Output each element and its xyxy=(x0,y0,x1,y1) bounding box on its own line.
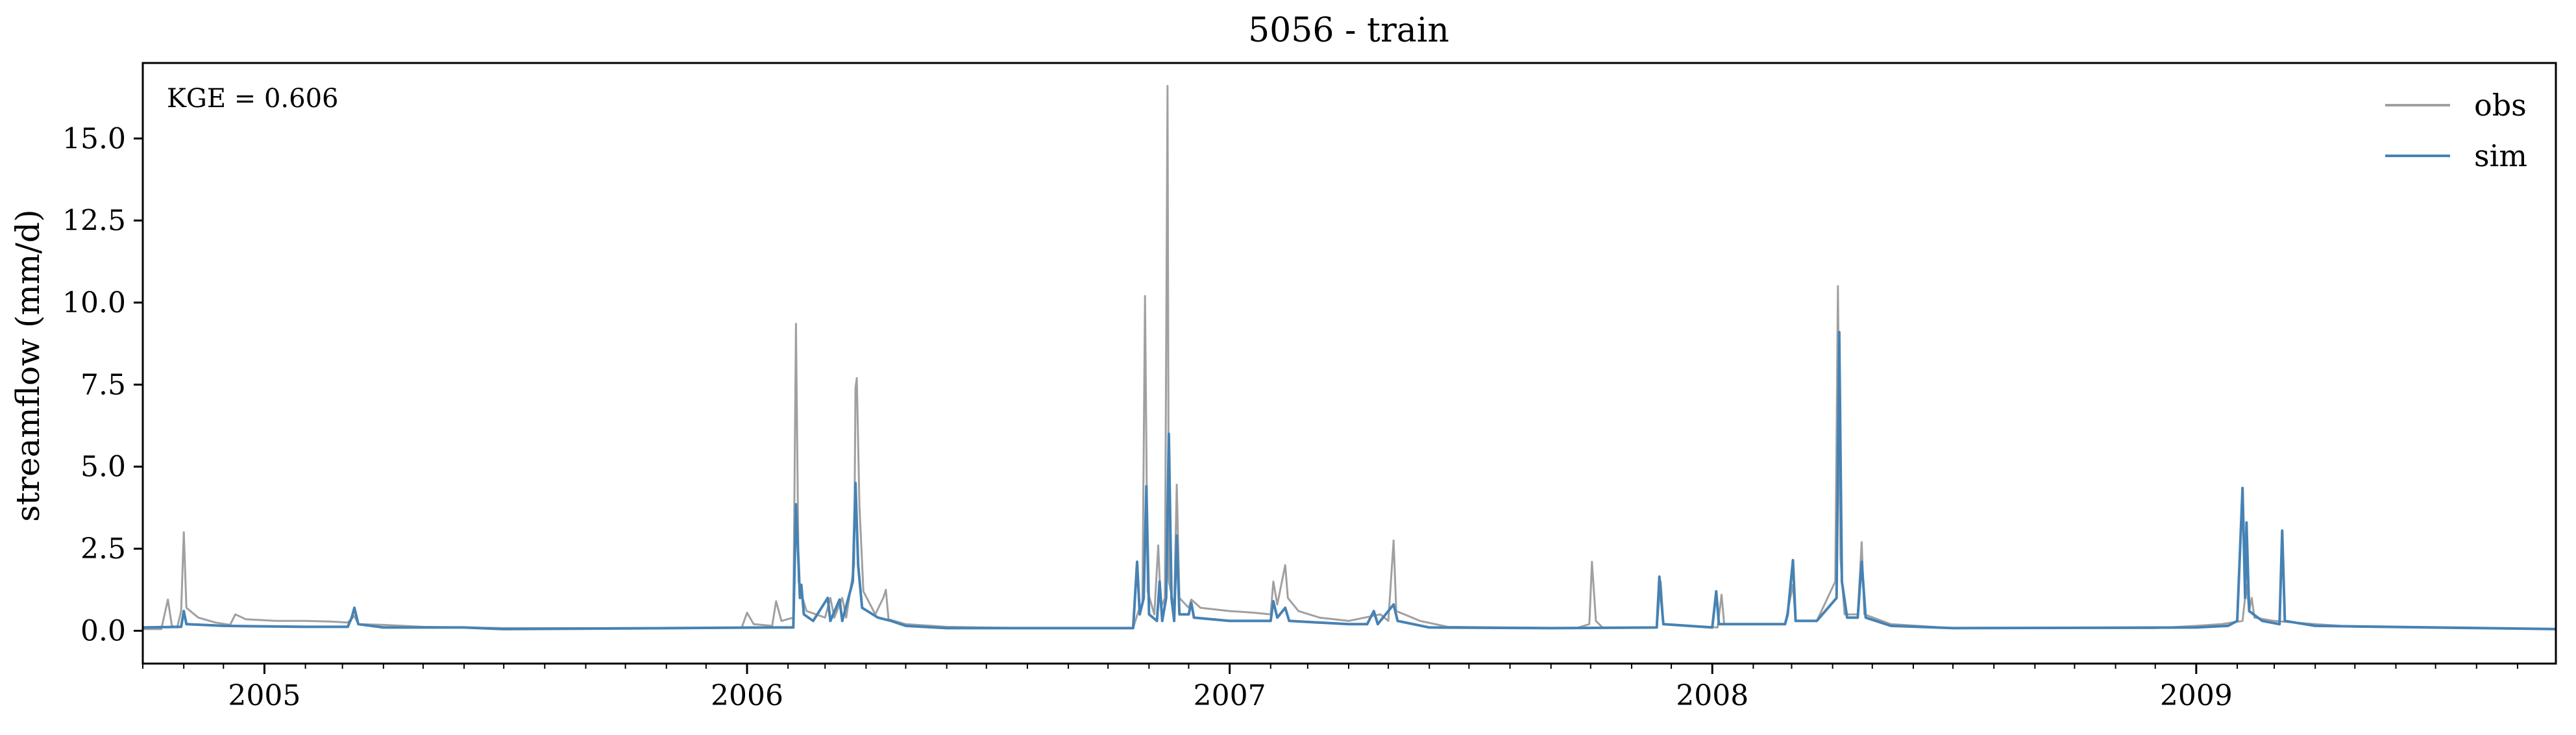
y-tick-label: 10.0 xyxy=(62,286,126,319)
axes-layer: 0.0 2.5 5.0 7.5 10.0 12.5 15.0 2005 2006 2007 2008… xyxy=(62,122,2518,712)
legend: obs sim xyxy=(2385,88,2527,173)
x-tick-label: 2007 xyxy=(1194,679,1266,712)
y-tick-label: 5.0 xyxy=(80,451,126,484)
kge-annotation: KGE = 0.606 xyxy=(167,84,339,114)
chart-title: 5056 - train xyxy=(1248,11,1449,50)
y-tick-label: 7.5 xyxy=(80,368,126,401)
x-tick-label: 2006 xyxy=(711,679,783,712)
x-tick-label: 2009 xyxy=(2160,679,2233,712)
legend-label-obs: obs xyxy=(2474,88,2527,123)
y-tick-label: 2.5 xyxy=(80,532,126,566)
series-line-sim xyxy=(142,330,2557,630)
plot-frame xyxy=(141,62,2557,665)
y-tick-label: 0.0 xyxy=(80,614,126,647)
legend-label-sim: sim xyxy=(2474,138,2527,173)
y-tick-label: 15.0 xyxy=(62,122,126,155)
y-axis-label: streamflow (mm/d) xyxy=(9,209,47,521)
y-tick-label: 12.5 xyxy=(62,205,126,238)
series-layer xyxy=(142,84,2557,630)
x-tick-label: 2008 xyxy=(1676,679,1748,712)
x-tick-label: 2005 xyxy=(228,679,301,712)
